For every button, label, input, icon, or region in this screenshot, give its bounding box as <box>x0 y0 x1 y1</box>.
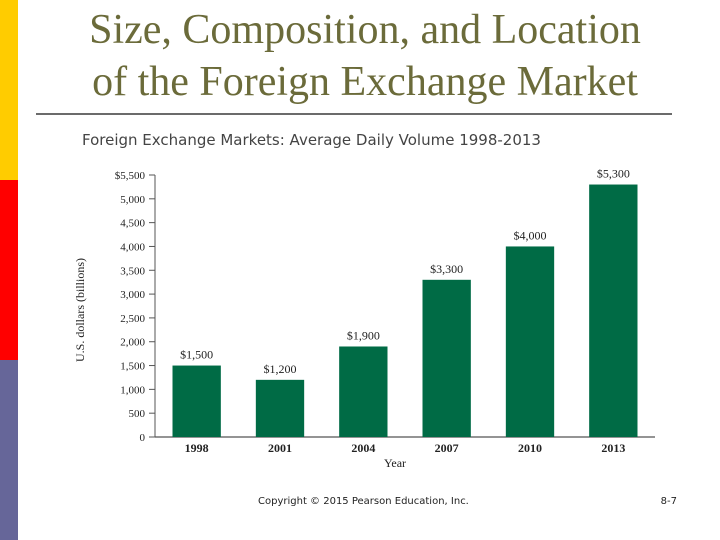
x-tick-label: 1998 <box>185 441 209 455</box>
bar <box>172 365 221 437</box>
bar <box>422 279 471 437</box>
accent-bar-red <box>0 180 18 360</box>
bar-value-label: $5,300 <box>597 167 630 181</box>
y-tick-label: 5,000 <box>120 194 145 206</box>
bar-value-label: $3,300 <box>430 262 463 276</box>
accent-bar-yellow <box>0 0 18 180</box>
x-tick-label: 2010 <box>518 441 542 455</box>
bar-chart: 0 500 1,000 1,500 2,000 2,500 3,000 3,500 4,000 4… <box>73 167 655 470</box>
y-tick-label: 1,000 <box>120 384 145 396</box>
bar <box>255 379 305 437</box>
x-axis-title: Year <box>384 456 406 470</box>
x-tick-label: 2001 <box>268 441 292 455</box>
y-tick-label: 2,000 <box>120 337 145 349</box>
x-tick-label: 2007 <box>435 441 459 455</box>
y-tick-label: 1,500 <box>120 361 145 373</box>
x-tick-label: 2004 <box>351 441 375 455</box>
bar <box>505 246 555 437</box>
y-axis-title: U.S. dollars (billions) <box>73 258 87 362</box>
page-number: 8-7 <box>660 496 677 507</box>
bar-value-label: $4,000 <box>514 228 547 242</box>
y-tick-label: 500 <box>129 408 146 420</box>
bar <box>589 184 638 437</box>
title-divider <box>36 113 672 115</box>
chart-title: Foreign Exchange Markets: Average Daily … <box>82 131 541 149</box>
slide-title-line-2: of the Foreign Exchange Market <box>92 59 638 105</box>
y-tick-label: 0 <box>140 432 146 444</box>
y-tick-label: 3,000 <box>120 289 145 301</box>
y-tick-label: $5,500 <box>115 170 146 182</box>
bar <box>339 346 388 437</box>
y-tick-label: 3,500 <box>120 265 145 277</box>
bar-value-label: $1,200 <box>264 362 297 376</box>
y-tick-label: 4,000 <box>120 241 145 253</box>
copyright-text: Copyright © 2015 Pearson Education, Inc. <box>258 496 469 507</box>
y-tick-label: 2,500 <box>120 313 145 325</box>
bar-value-label: $1,900 <box>347 328 380 342</box>
bar-value-label: $1,500 <box>180 348 213 362</box>
accent-bar-blue <box>0 360 18 540</box>
x-tick-label: 2013 <box>601 441 625 455</box>
slide-title-line-1: Size, Composition, and Location <box>89 7 641 53</box>
slide-title: Size, Composition, and Location of the F… <box>30 4 700 108</box>
y-tick-label: 4,500 <box>120 218 145 230</box>
